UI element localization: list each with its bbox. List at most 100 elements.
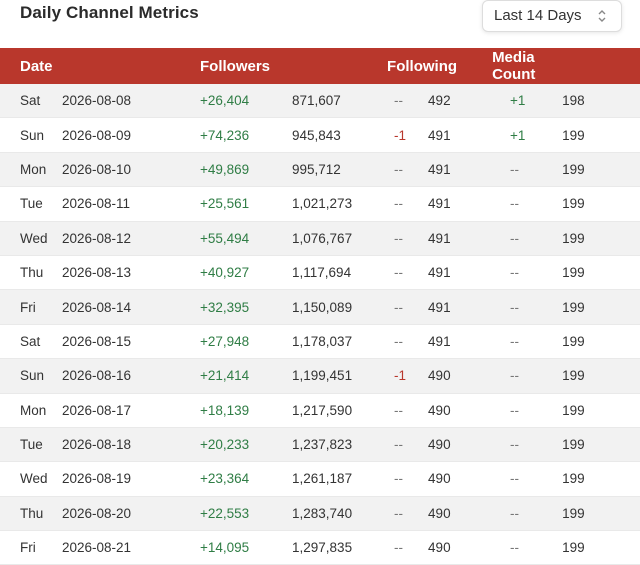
cell-media-change: -- [510, 427, 563, 463]
cell-media-change: -- [510, 358, 563, 394]
cell-followers-total: 1,283,740 [292, 496, 395, 532]
cell-followers-change: +32,395 [200, 289, 293, 325]
cell-followers-change: +26,404 [200, 84, 293, 119]
chevron-up-down-icon [598, 10, 606, 22]
table-row: Thu 2026-08-20 +22,553 1,283,740 -- 490 -- 199 [0, 496, 640, 532]
cell-followers-total: 1,117,694 [292, 255, 395, 291]
cell-day: Wed [0, 221, 62, 256]
cell-media-total: 199 [562, 117, 640, 153]
cell-date: 2026-08-18 [62, 427, 201, 463]
cell-media-change: -- [510, 461, 563, 497]
table-row: Wed 2026-08-12 +55,494 1,076,767 -- 491 -- 199 [0, 221, 640, 256]
cell-following-total: 491 [428, 117, 511, 153]
cell-day: Tue [0, 427, 62, 463]
cell-media-change: +1 [510, 117, 563, 153]
table-row: Wed 2026-08-19 +23,364 1,261,187 -- 490 -- 199 [0, 461, 640, 497]
cell-date: 2026-08-11 [62, 186, 201, 222]
page-title: Daily Channel Metrics [20, 3, 199, 22]
cell-following-total: 491 [428, 152, 511, 188]
cell-media-change: -- [510, 221, 563, 256]
cell-date: 2026-08-20 [62, 496, 201, 532]
table-row: Sun 2026-08-16 +21,414 1,199,451 -1 490 -- 199 [0, 358, 640, 394]
table-row: Sat 2026-08-08 +26,404 871,607 -- 492 +1 198 [0, 84, 640, 119]
cell-followers-change: +20,233 [200, 427, 293, 463]
cell-date: 2026-08-12 [62, 221, 201, 256]
cell-followers-total: 871,607 [292, 84, 395, 119]
cell-media-change: -- [510, 324, 563, 360]
cell-following-total: 490 [428, 461, 511, 497]
cell-followers-change: +25,561 [200, 186, 293, 222]
cell-date: 2026-08-16 [62, 358, 201, 394]
column-header-followers[interactable]: Followers [200, 57, 271, 75]
cell-media-total: 199 [562, 152, 640, 188]
cell-following-change: -- [394, 186, 429, 222]
cell-following-total: 491 [428, 255, 511, 291]
page-header: Daily Channel Metrics Last 14 Days [0, 0, 640, 48]
cell-date: 2026-08-10 [62, 152, 201, 188]
table-row: Thu 2026-08-13 +40,927 1,117,694 -- 491 -- 199 [0, 255, 640, 291]
cell-followers-change: +49,869 [200, 152, 293, 188]
column-header-media-count[interactable]: Media Count [492, 49, 536, 83]
cell-day: Mon [0, 152, 62, 188]
cell-following-total: 492 [428, 84, 511, 119]
cell-media-change: -- [510, 393, 563, 428]
cell-media-change: -- [510, 255, 563, 291]
cell-followers-total: 945,843 [292, 117, 395, 153]
cell-followers-change: +21,414 [200, 358, 293, 394]
cell-following-change: -- [394, 221, 429, 256]
cell-following-change: -1 [394, 117, 429, 153]
column-header-date[interactable]: Date [20, 57, 53, 75]
cell-followers-total: 1,217,590 [292, 393, 395, 428]
cell-media-total: 199 [562, 461, 640, 497]
cell-following-total: 490 [428, 393, 511, 428]
cell-followers-total: 1,076,767 [292, 221, 395, 256]
cell-media-total: 199 [562, 427, 640, 463]
cell-following-total: 490 [428, 358, 511, 394]
cell-followers-change: +23,364 [200, 461, 293, 497]
cell-media-total: 199 [562, 496, 640, 532]
cell-followers-change: +22,553 [200, 496, 293, 532]
table-row: Fri 2026-08-14 +32,395 1,150,089 -- 491 -- 199 [0, 289, 640, 325]
cell-media-change: -- [510, 152, 563, 188]
date-range-select[interactable]: Last 14 Days [482, 0, 622, 32]
cell-followers-change: +18,139 [200, 393, 293, 428]
cell-followers-change: +27,948 [200, 324, 293, 360]
table-row: Sat 2026-08-15 +27,948 1,178,037 -- 491 -- 199 [0, 324, 640, 360]
cell-following-change: -- [394, 461, 429, 497]
cell-following-change: -- [394, 255, 429, 291]
cell-date: 2026-08-09 [62, 117, 201, 153]
cell-followers-total: 1,178,037 [292, 324, 395, 360]
cell-media-change: +1 [510, 84, 563, 119]
cell-date: 2026-08-15 [62, 324, 201, 360]
cell-day: Sat [0, 324, 62, 360]
cell-following-total: 491 [428, 324, 511, 360]
cell-day: Sun [0, 117, 62, 153]
metrics-table: Date Followers Following Media Count Sat… [0, 48, 640, 565]
cell-media-total: 199 [562, 324, 640, 360]
cell-followers-total: 995,712 [292, 152, 395, 188]
table-header-row: Date Followers Following Media Count [0, 48, 640, 84]
cell-media-total: 199 [562, 255, 640, 291]
cell-following-change: -- [394, 84, 429, 119]
cell-date: 2026-08-14 [62, 289, 201, 325]
cell-media-change: -- [510, 289, 563, 325]
cell-following-change: -- [394, 393, 429, 428]
cell-followers-change: +74,236 [200, 117, 293, 153]
column-header-following[interactable]: Following [387, 57, 458, 75]
cell-following-change: -- [394, 324, 429, 360]
cell-day: Fri [0, 289, 62, 325]
cell-date: 2026-08-13 [62, 255, 201, 291]
table-row: Tue 2026-08-11 +25,561 1,021,273 -- 491 -- 199 [0, 186, 640, 222]
cell-media-total: 199 [562, 289, 640, 325]
cell-following-total: 491 [428, 186, 511, 222]
table-row: Sun 2026-08-09 +74,236 945,843 -1 491 +1 199 [0, 117, 640, 153]
cell-following-total: 491 [428, 221, 511, 256]
cell-day: Sun [0, 358, 62, 394]
cell-followers-total: 1,021,273 [292, 186, 395, 222]
cell-followers-total: 1,150,089 [292, 289, 395, 325]
cell-day: Tue [0, 186, 62, 222]
table-row: Tue 2026-08-18 +20,233 1,237,823 -- 490 -- 199 [0, 427, 640, 463]
cell-followers-change: +40,927 [200, 255, 293, 291]
cell-media-total: 199 [562, 393, 640, 428]
cell-followers-total: 1,199,451 [292, 358, 395, 394]
